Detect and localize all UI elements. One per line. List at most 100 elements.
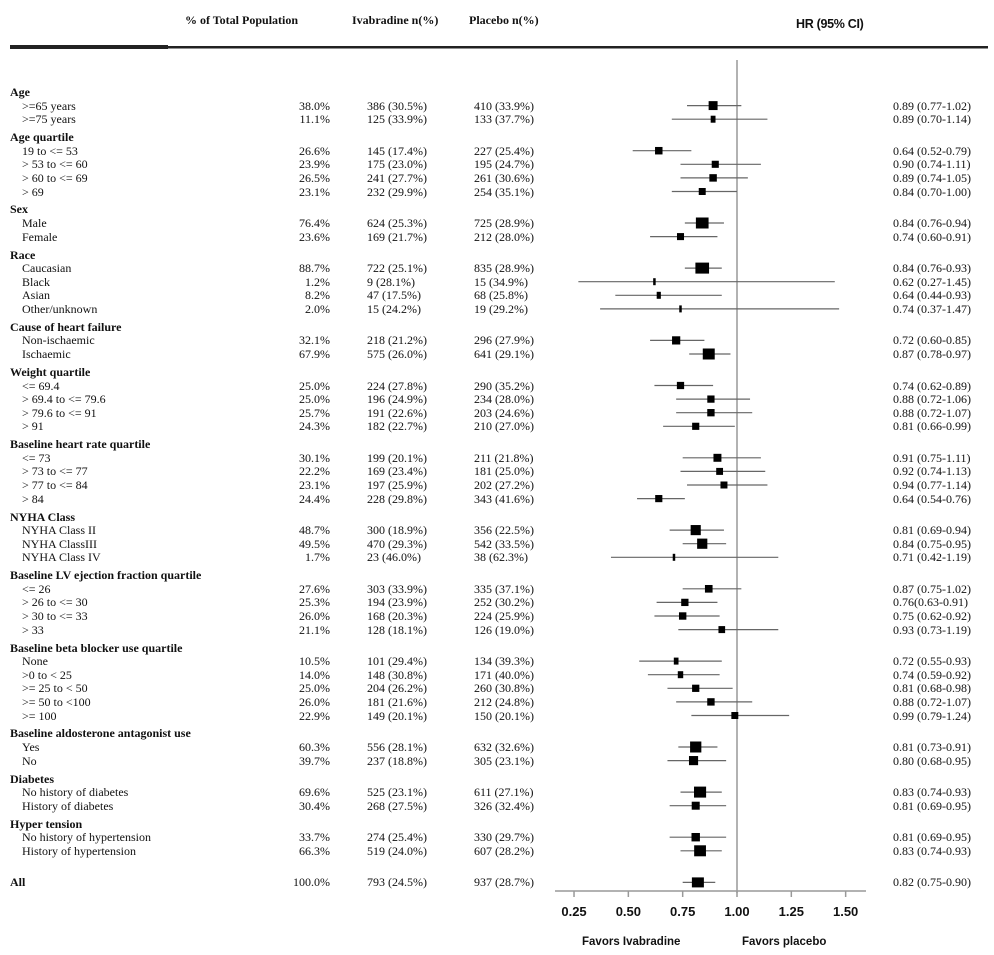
- placebo-value: 410 (33.9%): [474, 98, 534, 113]
- ivabradine-value: 274 (25.4%): [367, 830, 427, 845]
- hr-ci-text: 0.74 (0.59-0.92): [893, 667, 971, 682]
- row-label: >=65 years: [22, 98, 76, 113]
- row-label: No history of diabetes: [22, 785, 129, 800]
- hr-point-box: [718, 626, 726, 634]
- hr-point-box: [655, 146, 663, 155]
- hr-ci-text: 0.81 (0.66-0.99): [893, 419, 971, 434]
- hr-point-box: [656, 291, 661, 299]
- hr-ci-text: 0.62 (0.27-1.45): [893, 274, 971, 289]
- x-tick-label: 1.25: [778, 904, 804, 919]
- hr-ci-text: 0.81 (0.69-0.95): [893, 798, 971, 813]
- hr-ci-text: 0.87 (0.78-0.97): [893, 347, 971, 361]
- hr-ci-text: 0.84 (0.76-0.94): [893, 216, 971, 230]
- placebo-value: 212 (24.8%): [474, 694, 534, 709]
- hr-ci-text: 0.81 (0.68-0.98): [893, 681, 971, 696]
- row-label: Caucasian: [22, 261, 72, 276]
- row-label: Asian: [22, 288, 50, 303]
- placebo-column-header: Placebo n(%): [469, 13, 539, 27]
- pct-value: 49.5%: [299, 536, 330, 551]
- hr-point-box: [709, 174, 717, 182]
- x-tick-label: 0.25: [561, 904, 587, 919]
- hr-point-box: [710, 115, 716, 123]
- hr-ci-text: 0.94 (0.77-1.14): [893, 478, 971, 492]
- hr-point-box: [677, 671, 684, 679]
- ivabradine-value: 199 (20.1%): [367, 450, 427, 465]
- row-label: >= 25 to < 50: [22, 681, 88, 696]
- placebo-value: 261 (30.6%): [474, 170, 534, 185]
- group-label: Cause of heart failure: [10, 319, 122, 334]
- hr-point-box: [691, 832, 700, 842]
- pct-value: 23.9%: [299, 157, 330, 172]
- ivabradine-value: 101 (29.4%): [367, 654, 427, 669]
- ivabradine-value: 169 (23.4%): [367, 464, 427, 479]
- ivabradine-value: 191 (22.6%): [367, 405, 427, 420]
- ivabradine-value: 228 (29.8%): [367, 491, 427, 506]
- row-label: Yes: [22, 740, 40, 754]
- hr-point-box: [720, 481, 728, 489]
- pct-value: 23.6%: [299, 229, 330, 244]
- row-label: NYHA Class II: [22, 523, 96, 538]
- hr-point-box: [676, 381, 685, 390]
- placebo-value: 133 (37.7%): [474, 112, 534, 127]
- ivabradine-value: 149 (20.1%): [367, 708, 427, 723]
- hr-ci-text: 0.72 (0.60-0.85): [893, 333, 971, 348]
- pct-value: 1.2%: [305, 274, 330, 289]
- pct-value: 76.4%: [299, 216, 330, 230]
- pct-value: 60.3%: [299, 740, 330, 754]
- hr-ci-text: 0.81 (0.73-0.91): [893, 740, 971, 754]
- row-label: Female: [22, 229, 58, 244]
- hr-point-box: [688, 756, 699, 766]
- placebo-value: 181 (25.0%): [474, 464, 534, 479]
- ivabradine-value: 218 (21.2%): [367, 333, 427, 348]
- placebo-value: 326 (32.4%): [474, 798, 534, 813]
- hr-ci-text: 0.88 (0.72-1.07): [893, 405, 971, 420]
- pct-value: 23.1%: [299, 184, 330, 199]
- hr-point-box: [707, 395, 715, 403]
- placebo-value: 210 (27.0%): [474, 419, 534, 434]
- row-label: <= 26: [22, 581, 51, 596]
- ivabradine-value: 268 (27.5%): [367, 798, 427, 813]
- pct-value: 100.0%: [293, 875, 330, 890]
- hr-ci-text: 0.90 (0.74-1.11): [893, 157, 971, 172]
- group-label: Baseline LV ejection fraction quartile: [10, 568, 202, 583]
- placebo-value: 227 (25.4%): [474, 143, 534, 158]
- ivabradine-value: 125 (33.9%): [367, 112, 427, 127]
- pct-value: 30.4%: [299, 798, 330, 813]
- row-label: > 69: [22, 184, 44, 199]
- pct-value: 21.1%: [299, 622, 330, 637]
- ivabradine-value: 204 (26.2%): [367, 681, 427, 696]
- placebo-value: 252 (30.2%): [474, 595, 534, 610]
- pct-column-header: % of Total Population: [185, 13, 299, 27]
- pct-value: 25.0%: [299, 681, 330, 696]
- placebo-value: 68 (25.8%): [474, 288, 528, 303]
- hr-point-box: [672, 553, 676, 561]
- hr-ci-text: 0.81 (0.69-0.94): [893, 523, 971, 538]
- hr-ci-text: 0.92 (0.74-1.13): [893, 464, 971, 479]
- hr-ci-text: 0.99 (0.79-1.24): [893, 708, 971, 723]
- x-tick-label: 1.00: [724, 904, 750, 919]
- hr-ci-text: 0.89 (0.74-1.05): [893, 170, 971, 185]
- x-tick-label: 1.50: [832, 904, 859, 919]
- placebo-value: 343 (41.6%): [474, 491, 534, 506]
- row-label: NYHA Class IV: [22, 550, 101, 565]
- hr-point-box: [672, 336, 681, 345]
- placebo-value: 171 (40.0%): [474, 667, 534, 682]
- pct-value: 48.7%: [299, 523, 330, 538]
- ivabradine-value: 196 (24.9%): [367, 392, 427, 407]
- placebo-value: 542 (33.5%): [474, 536, 534, 551]
- row-label: > 30 to <= 33: [22, 609, 88, 623]
- hr-ci-text: 0.64 (0.54-0.76): [893, 491, 971, 506]
- hr-point-box: [707, 698, 715, 706]
- hr-ci-text: 0.76(0.63-0.91): [893, 595, 968, 610]
- hr-ci-text: 0.83 (0.74-0.93): [893, 843, 971, 858]
- pct-value: 24.4%: [299, 491, 330, 506]
- placebo-value: 15 (34.9%): [474, 274, 528, 289]
- hr-point-box: [731, 712, 739, 719]
- pct-value: 26.5%: [299, 170, 330, 185]
- placebo-value: 335 (37.1%): [474, 581, 534, 596]
- group-label: Baseline beta blocker use quartile: [10, 640, 183, 655]
- ivabradine-value: 47 (17.5%): [367, 288, 421, 303]
- group-label: Weight quartile: [10, 364, 91, 379]
- placebo-value: 641 (29.1%): [474, 347, 534, 361]
